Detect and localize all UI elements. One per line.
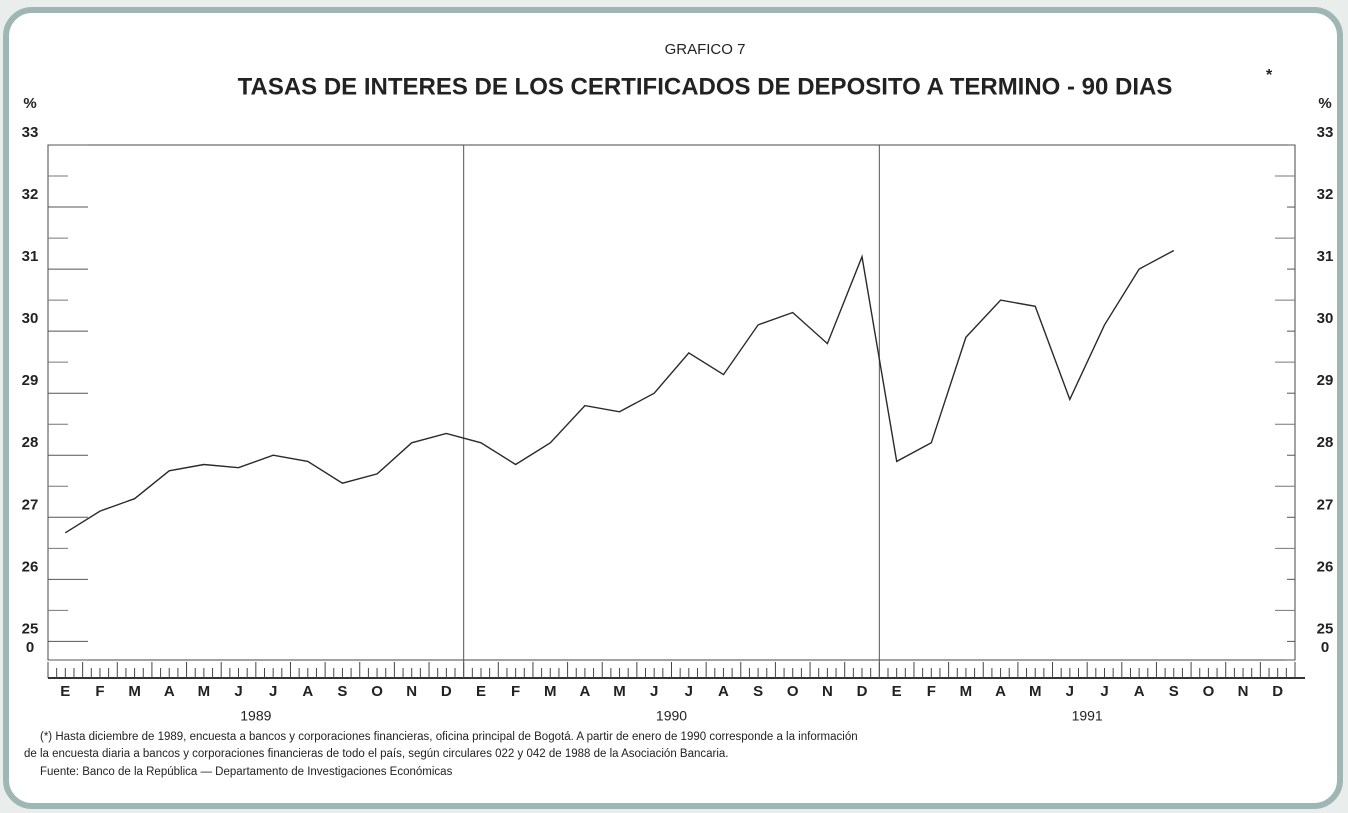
y2-tick-label: 32	[1317, 186, 1334, 203]
title-mark: *	[1266, 67, 1273, 84]
x-tick-label: D	[857, 683, 868, 700]
x-tick-label: J	[234, 683, 242, 700]
x-tick-label: A	[1134, 683, 1145, 700]
data-line	[64, 249, 1175, 534]
x-tick-label: M	[960, 683, 973, 700]
x-tick-label: O	[1203, 683, 1215, 700]
plot-area	[47, 144, 1296, 661]
y2-tick-label: 25	[1317, 620, 1334, 637]
year-label: 1990	[656, 708, 687, 724]
y2-tick-label: 27	[1317, 496, 1334, 513]
x-tick-label: S	[1169, 683, 1179, 700]
x-tick-label: J	[685, 683, 693, 700]
x-tick-label: A	[579, 683, 590, 700]
y-tick-label: 30	[22, 310, 39, 327]
y-tick-label: 0	[26, 639, 34, 656]
x-tick-label: E	[892, 683, 902, 700]
x-tick-label: M	[1029, 683, 1042, 700]
x-tick-label: N	[1238, 683, 1249, 700]
x-tick-label: A	[164, 683, 175, 700]
year-label: 1989	[240, 708, 271, 724]
y-tick-label: 32	[22, 186, 39, 203]
x-tick-label: O	[371, 683, 383, 700]
x-tick-label: J	[1066, 683, 1074, 700]
x-tick-label: S	[753, 683, 763, 700]
note: (*) Hasta diciembre de 1989, encuesta a …	[40, 731, 858, 743]
y-tick-label: 33	[22, 124, 39, 141]
y-tick-label: 27	[22, 496, 39, 513]
y2-tick-label: 29	[1317, 372, 1334, 389]
x-tick-label: O	[787, 683, 799, 700]
x-tick-label: E	[60, 683, 70, 700]
x-tick-label: F	[511, 683, 520, 700]
source: Fuente: Banco de la República — Departam…	[40, 766, 453, 778]
x-tick-label: A	[995, 683, 1006, 700]
y-tick-label: 28	[22, 434, 39, 451]
x-tick-label: J	[269, 683, 277, 700]
note: de la encuesta diaria a bancos y corpora…	[24, 748, 729, 760]
y-tick-label: 25	[22, 620, 39, 637]
x-tick-label: N	[822, 683, 833, 700]
chart-kicker: GRAFICO 7	[665, 41, 746, 58]
y-unit: %	[23, 95, 36, 112]
x-tick-label: M	[198, 683, 211, 700]
x-tick-label: F	[927, 683, 936, 700]
y2-tick-label: 33	[1317, 124, 1334, 141]
x-tick-label: D	[441, 683, 452, 700]
y2-tick-label: 26	[1317, 558, 1334, 575]
year-label: 1991	[1072, 708, 1103, 724]
x-tick-label: J	[1100, 683, 1108, 700]
x-tick-label: M	[128, 683, 141, 700]
x-tick-label: S	[337, 683, 347, 700]
x-tick-label: M	[544, 683, 557, 700]
y2-tick-label: 0	[1321, 639, 1329, 656]
y2-unit: %	[1318, 95, 1331, 112]
x-tick-label: N	[406, 683, 417, 700]
x-tick-label: J	[650, 683, 658, 700]
x-tick-label: A	[302, 683, 313, 700]
x-tick-label: M	[613, 683, 626, 700]
x-tick-label: D	[1272, 683, 1283, 700]
y2-tick-label: 30	[1317, 310, 1334, 327]
x-tick-label: F	[95, 683, 104, 700]
x-tick-label: A	[718, 683, 729, 700]
frame	[3, 7, 1343, 809]
y-tick-label: 29	[22, 372, 39, 389]
y2-tick-label: 31	[1317, 248, 1334, 265]
y-tick-label: 31	[22, 248, 39, 265]
chart-title: TASAS DE INTERES DE LOS CERTIFICADOS DE …	[238, 73, 1173, 100]
y2-tick-label: 28	[1317, 434, 1334, 451]
x-tick-label: E	[476, 683, 486, 700]
y-tick-label: 26	[22, 558, 39, 575]
